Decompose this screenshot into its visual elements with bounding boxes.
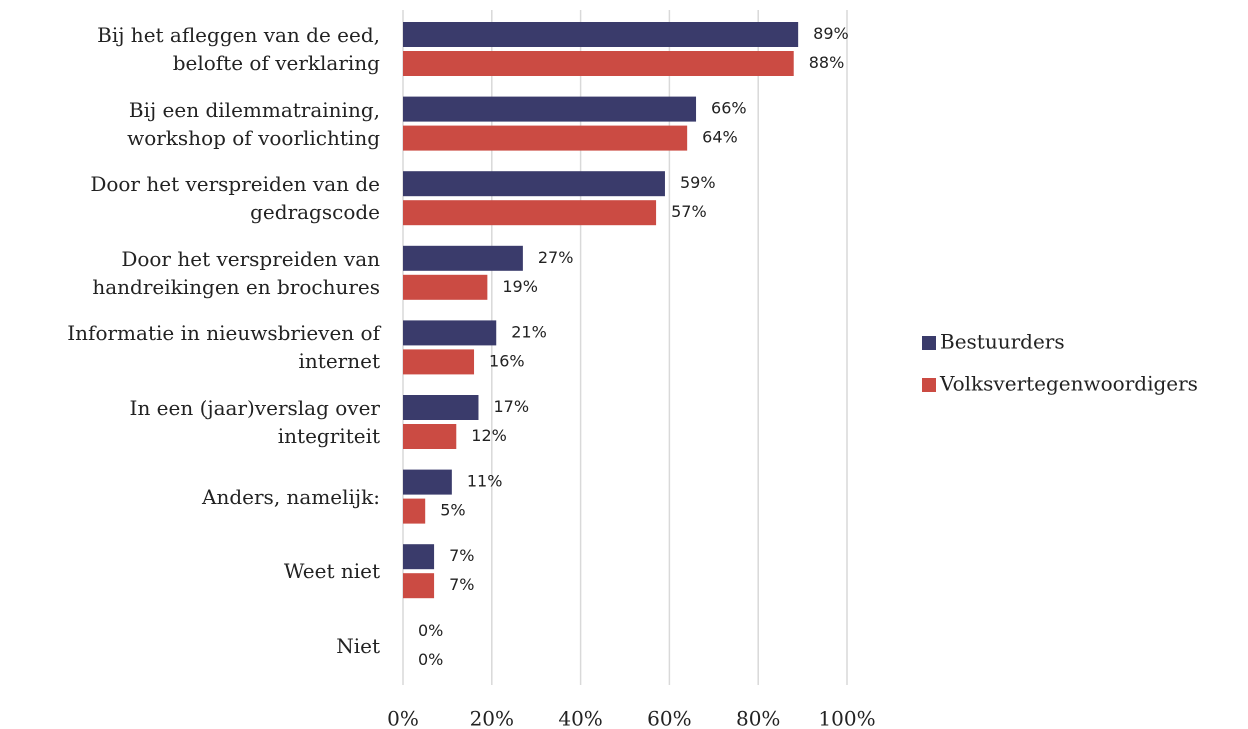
x-tick-label: 80% xyxy=(736,707,780,729)
bar xyxy=(403,498,426,524)
data-label: 16% xyxy=(489,351,525,370)
legend-label: Volksvertegenwoordigers xyxy=(939,372,1198,396)
bar xyxy=(403,395,479,420)
data-label: 17% xyxy=(493,397,529,416)
x-tick-label: 40% xyxy=(558,707,602,729)
bar xyxy=(403,424,457,449)
category-label: Informatie in nieuwsbrieven of internet xyxy=(67,321,380,374)
data-label: 66% xyxy=(711,99,747,118)
data-label: 21% xyxy=(511,322,547,341)
data-label: 0% xyxy=(418,650,443,669)
category-label: In een (jaar)verslag over integriteit xyxy=(129,396,380,448)
data-label: 64% xyxy=(702,128,738,147)
x-tick-label: 100% xyxy=(818,707,875,729)
data-label: 7% xyxy=(449,546,474,565)
category-label: Door het verspreiden van de gedragscode xyxy=(90,172,380,225)
data-label: 5% xyxy=(440,501,465,520)
bar xyxy=(403,274,488,300)
data-label: 12% xyxy=(471,426,507,445)
data-label: 7% xyxy=(449,575,474,594)
bar xyxy=(403,171,665,197)
category-label: Niet xyxy=(336,633,380,658)
data-label: 59% xyxy=(680,173,716,192)
bar xyxy=(403,245,523,271)
data-label: 27% xyxy=(538,248,574,267)
bar xyxy=(403,96,697,122)
bar xyxy=(403,125,688,151)
legend-swatch xyxy=(922,336,936,350)
legend-label: Bestuurders xyxy=(940,330,1065,354)
x-tick-label: 20% xyxy=(470,707,514,729)
category-label: Bij een dilemmatraining, workshop of voo… xyxy=(127,97,380,150)
bar xyxy=(403,51,794,76)
legend-swatch xyxy=(922,378,936,392)
bar xyxy=(403,573,435,599)
category-label: Bij het afleggen van de eed, belofte of … xyxy=(97,23,380,75)
bar xyxy=(403,349,475,375)
x-tick-label: 60% xyxy=(647,707,691,729)
bar xyxy=(403,22,799,47)
data-label: 88% xyxy=(809,53,845,72)
category-label: Anders, namelijk: xyxy=(202,484,380,509)
bar xyxy=(403,544,435,570)
data-label: 19% xyxy=(502,277,538,296)
data-label: 11% xyxy=(467,472,503,491)
x-tick-label: 0% xyxy=(387,707,419,729)
bar xyxy=(403,469,452,495)
category-label: Door het verspreiden van handreikingen e… xyxy=(92,246,380,299)
data-label: 89% xyxy=(813,24,849,43)
bar xyxy=(403,320,497,346)
data-label: 57% xyxy=(671,202,707,221)
bar xyxy=(403,200,657,226)
category-label: Weet niet xyxy=(283,559,380,584)
data-label: 0% xyxy=(418,621,443,640)
